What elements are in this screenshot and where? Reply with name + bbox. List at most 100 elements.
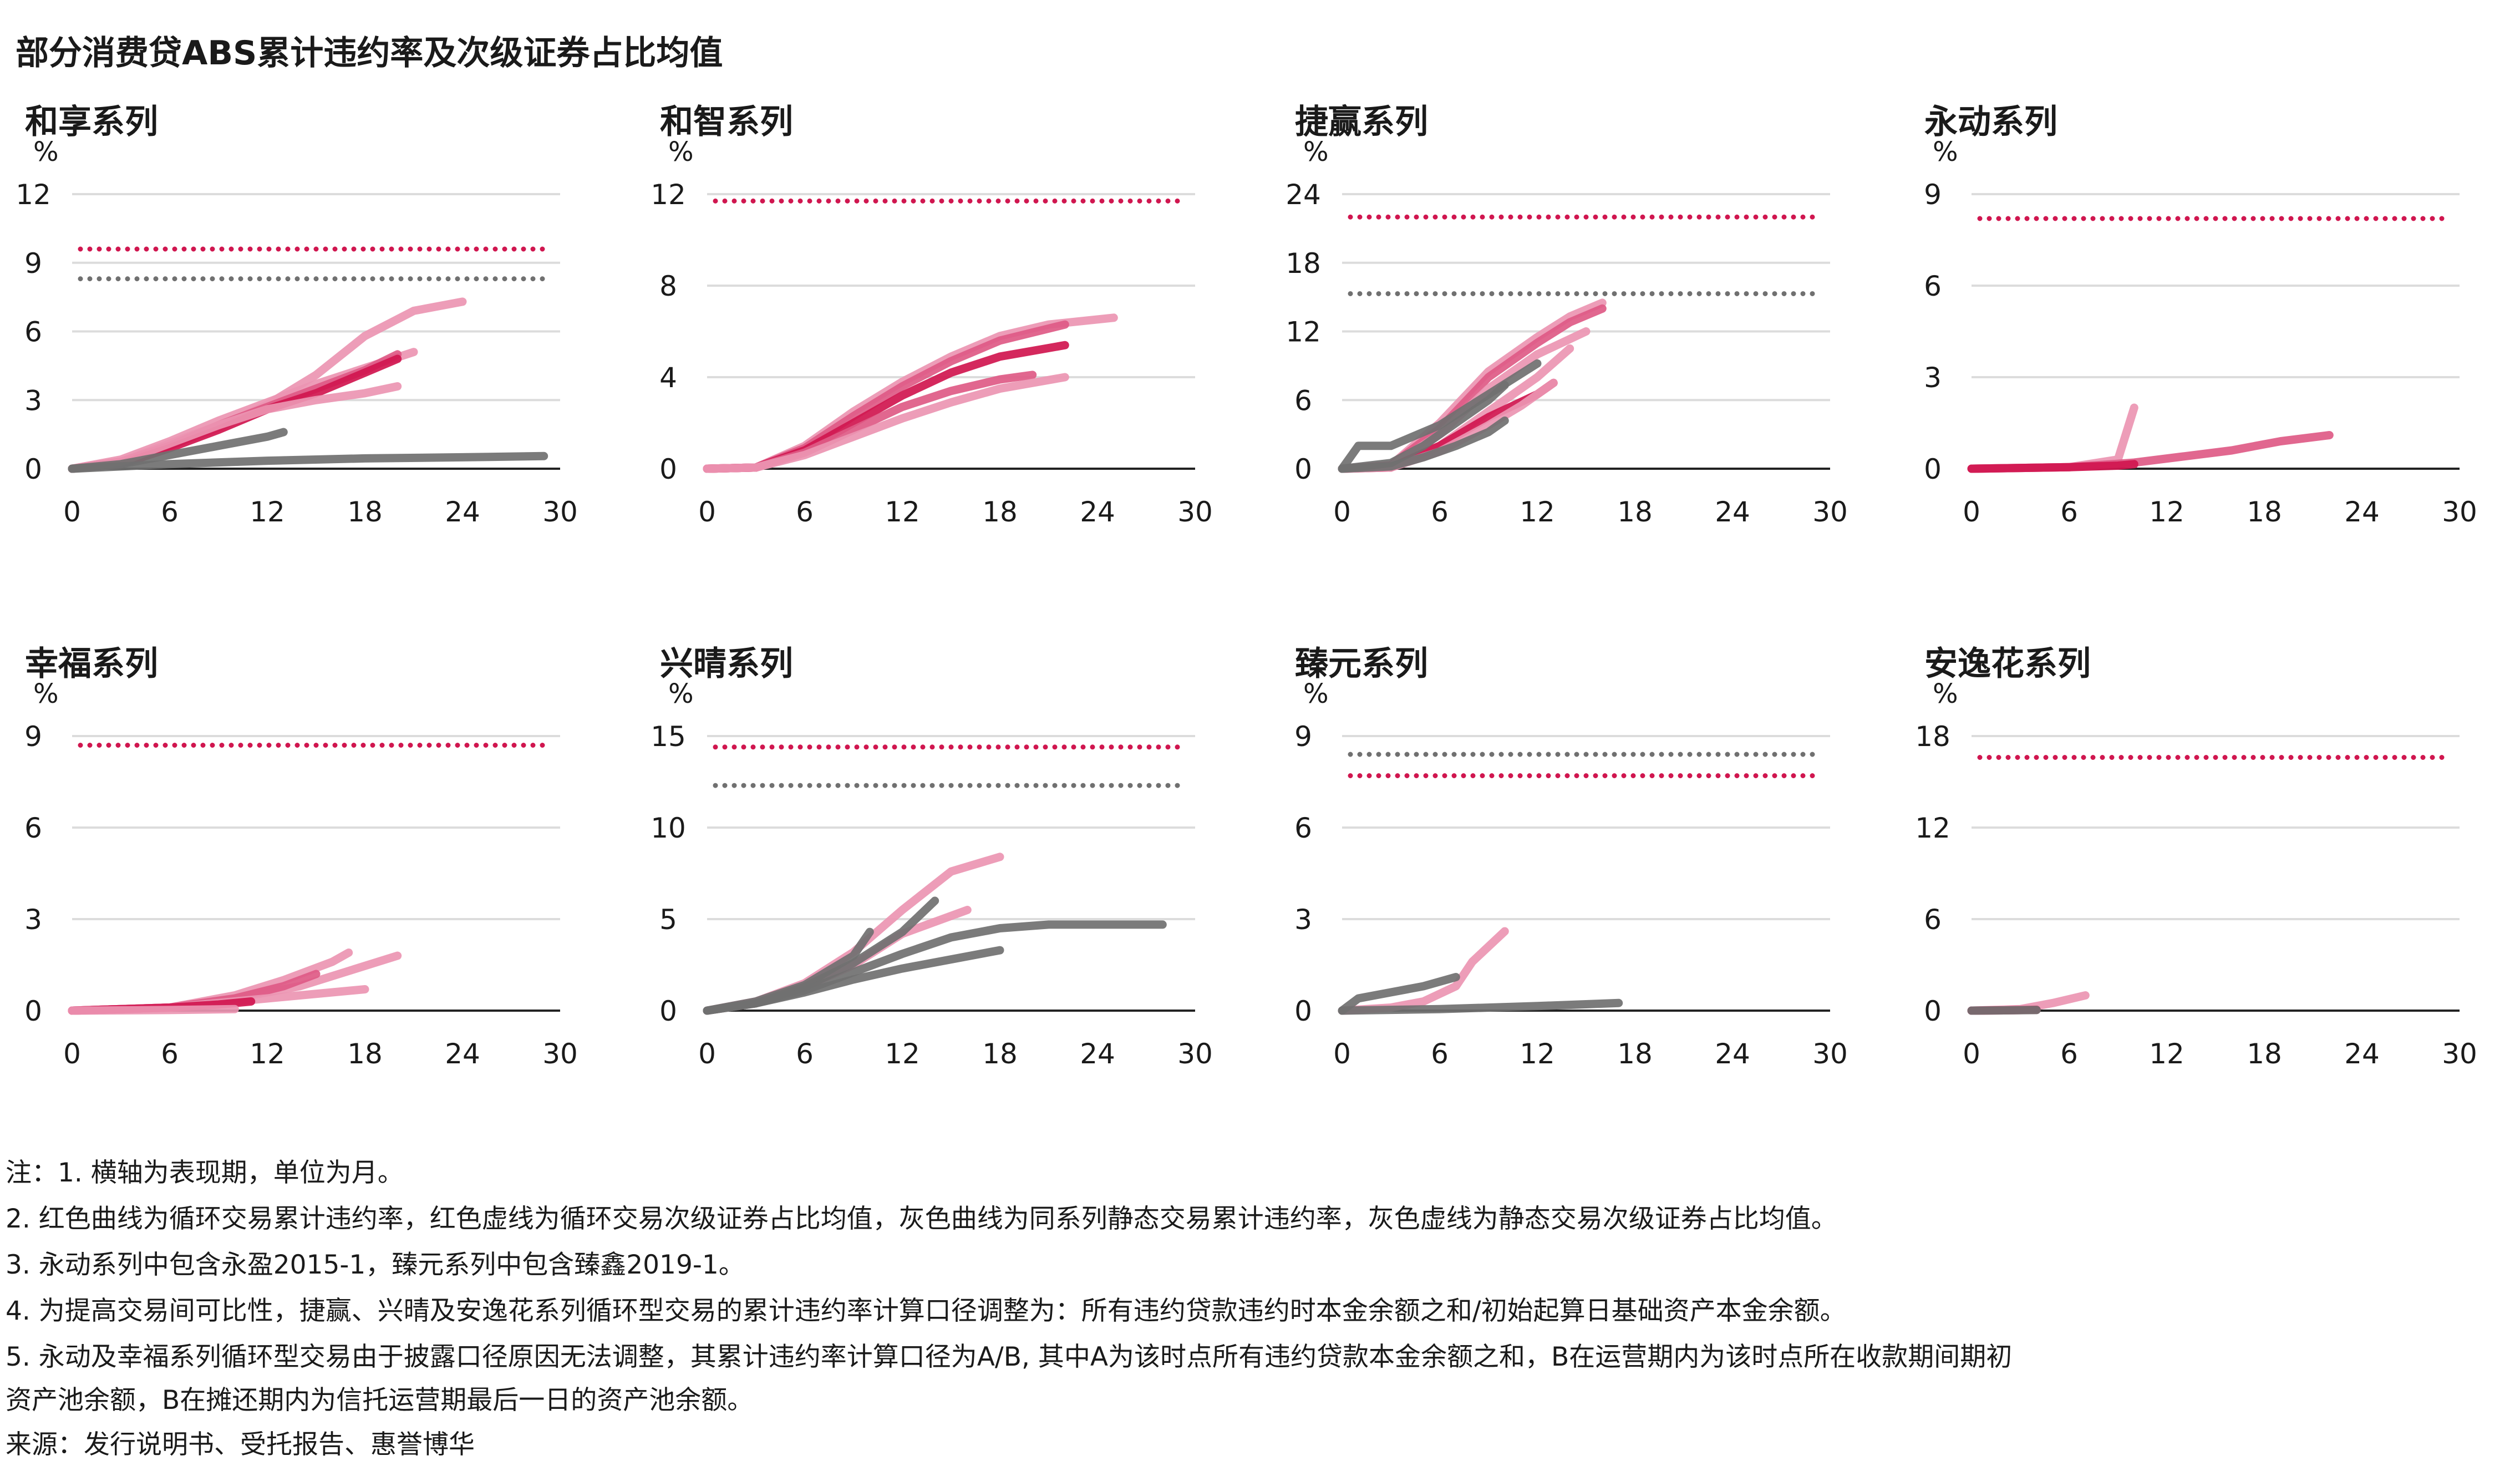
x-tick-label: 18 — [2247, 1038, 2282, 1070]
x-tick-label: 6 — [796, 496, 814, 528]
chart-panel: 和享系列% 0 3 6 9 12 0 6 12 18 24 30 — [16, 103, 578, 528]
y-tick-label: 3 — [24, 904, 42, 936]
y-tick-label: 10 — [651, 812, 686, 844]
x-tick-label: 30 — [1177, 1038, 1213, 1070]
source-note: 来源：发行说明书、受托报告、惠誉博华 — [6, 1429, 475, 1460]
y-tick-label: 6 — [1924, 270, 1942, 302]
y-tick-label: 12 — [1915, 812, 1950, 844]
series-line — [703, 341, 1069, 473]
panel-title: 臻元系列 — [1295, 645, 1428, 683]
x-tick-label: 12 — [1520, 1038, 1555, 1070]
y-axis-label: % — [668, 678, 694, 709]
y-tick-label: 3 — [1294, 904, 1312, 936]
series-line — [1338, 973, 1460, 1015]
y-tick-label: 6 — [1294, 812, 1312, 844]
panel-title: 安逸花系列 — [1924, 645, 2091, 683]
y-tick-label: 3 — [24, 384, 42, 417]
footnote-line: 2. 红色曲线为循环交易累计违约率，红色虚线为循环交易次级证券占比均值，灰色曲线… — [6, 1204, 1837, 1234]
y-tick-label: 9 — [24, 721, 42, 753]
x-tick-label: 18 — [347, 1038, 383, 1070]
series-line — [1967, 460, 2138, 473]
chart-panel: 幸福系列% 0 3 6 9 0 6 12 18 24 30 — [24, 645, 578, 1070]
y-tick-label: 5 — [659, 904, 677, 936]
x-tick-label: 6 — [796, 1038, 814, 1070]
series-line — [1967, 1006, 2041, 1015]
x-tick-label: 30 — [542, 1038, 578, 1070]
chart-panel: 兴晴系列% 0 5 10 15 0 6 12 18 24 30 — [651, 645, 1213, 1070]
x-tick-label: 6 — [161, 496, 179, 528]
x-tick-label: 24 — [445, 1038, 480, 1070]
x-tick-label: 0 — [63, 1038, 81, 1070]
series-line — [68, 1005, 239, 1015]
x-tick-label: 24 — [2344, 1038, 2380, 1070]
footnotes: 注：1. 横轴为表现期，单位为月。 2. 红色曲线为循环交易累计违约率，红色虚线为… — [6, 1158, 2012, 1416]
y-tick-label: 6 — [24, 316, 42, 348]
x-tick-label: 12 — [2149, 1038, 2184, 1070]
chart-panel: 和智系列% 0 4 8 12 0 6 12 18 24 30 — [651, 103, 1213, 528]
footnote-line: 4. 为提高交易间可比性，捷赢、兴晴及安逸花系列循环型交易的累计违约率计算口径调… — [6, 1296, 1846, 1326]
series-line — [703, 946, 1004, 1015]
y-tick-label: 0 — [1924, 995, 1942, 1027]
x-tick-label: 24 — [445, 496, 480, 528]
y-tick-label: 0 — [1294, 453, 1312, 485]
series-line — [703, 320, 1069, 473]
x-tick-label: 18 — [982, 496, 1018, 528]
x-tick-label: 24 — [1080, 1038, 1115, 1070]
y-tick-label: 0 — [24, 995, 42, 1027]
series-line — [1338, 416, 1509, 473]
series-line — [1967, 431, 2334, 473]
footnote-line: 注：1. 横轴为表现期，单位为月。 — [6, 1158, 404, 1188]
y-axis-label: % — [1303, 136, 1329, 168]
footnote-line: 5. 永动及幸福系列循环型交易由于披露口径原因无法调整，其累计违约率计算口径为A… — [6, 1342, 2012, 1372]
x-tick-label: 12 — [885, 496, 920, 528]
y-tick-label: 15 — [651, 721, 686, 753]
chart-panel: 安逸花系列% 0 6 12 18 0 6 12 18 24 30 — [1915, 645, 2477, 1070]
x-tick-label: 12 — [1520, 496, 1555, 528]
y-axis-label: % — [1303, 678, 1329, 709]
x-tick-label: 0 — [1333, 496, 1351, 528]
y-tick-label: 12 — [16, 179, 51, 211]
x-tick-label: 0 — [1963, 496, 1980, 528]
x-tick-label: 6 — [161, 1038, 179, 1070]
x-tick-label: 12 — [885, 1038, 920, 1070]
x-tick-label: 30 — [1812, 1038, 1848, 1070]
x-tick-label: 24 — [1080, 496, 1115, 528]
x-tick-label: 30 — [2442, 1038, 2477, 1070]
panel-title: 幸福系列 — [25, 645, 158, 683]
y-tick-label: 4 — [659, 362, 677, 394]
x-tick-label: 18 — [1617, 496, 1653, 528]
figure-title: 部分消费贷ABS累计违约率及次级证券占比均值 — [16, 34, 723, 73]
x-tick-label: 0 — [1963, 1038, 1980, 1070]
y-tick-label: 0 — [1294, 995, 1312, 1027]
x-tick-label: 18 — [982, 1038, 1018, 1070]
panel-title: 和享系列 — [25, 103, 158, 141]
y-tick-label: 6 — [1924, 904, 1942, 936]
x-tick-label: 18 — [1617, 1038, 1653, 1070]
x-tick-label: 24 — [1715, 496, 1750, 528]
y-tick-label: 18 — [1915, 721, 1950, 753]
y-axis-label: % — [1933, 678, 1958, 709]
x-tick-label: 6 — [2060, 1038, 2078, 1070]
series-line — [1338, 998, 1623, 1015]
y-axis-label: % — [33, 678, 59, 709]
y-tick-label: 6 — [24, 812, 42, 844]
x-tick-label: 6 — [1431, 1038, 1449, 1070]
y-tick-label: 0 — [24, 453, 42, 485]
x-tick-label: 30 — [2442, 496, 2477, 528]
x-tick-label: 30 — [1177, 496, 1213, 528]
x-tick-label: 24 — [1715, 1038, 1750, 1070]
chart-panel: 捷赢系列% 0 6 12 18 24 0 6 12 18 24 30 — [1286, 103, 1848, 528]
x-tick-label: 6 — [1431, 496, 1449, 528]
y-tick-label: 24 — [1286, 179, 1321, 211]
x-tick-label: 6 — [2060, 496, 2078, 528]
y-tick-label: 0 — [1924, 453, 1942, 485]
x-tick-label: 30 — [542, 496, 578, 528]
series-line — [68, 452, 548, 473]
x-tick-label: 0 — [1333, 1038, 1351, 1070]
series-line — [1967, 403, 2138, 473]
y-tick-label: 9 — [24, 247, 42, 280]
series-line — [68, 297, 467, 473]
x-tick-label: 0 — [698, 1038, 716, 1070]
